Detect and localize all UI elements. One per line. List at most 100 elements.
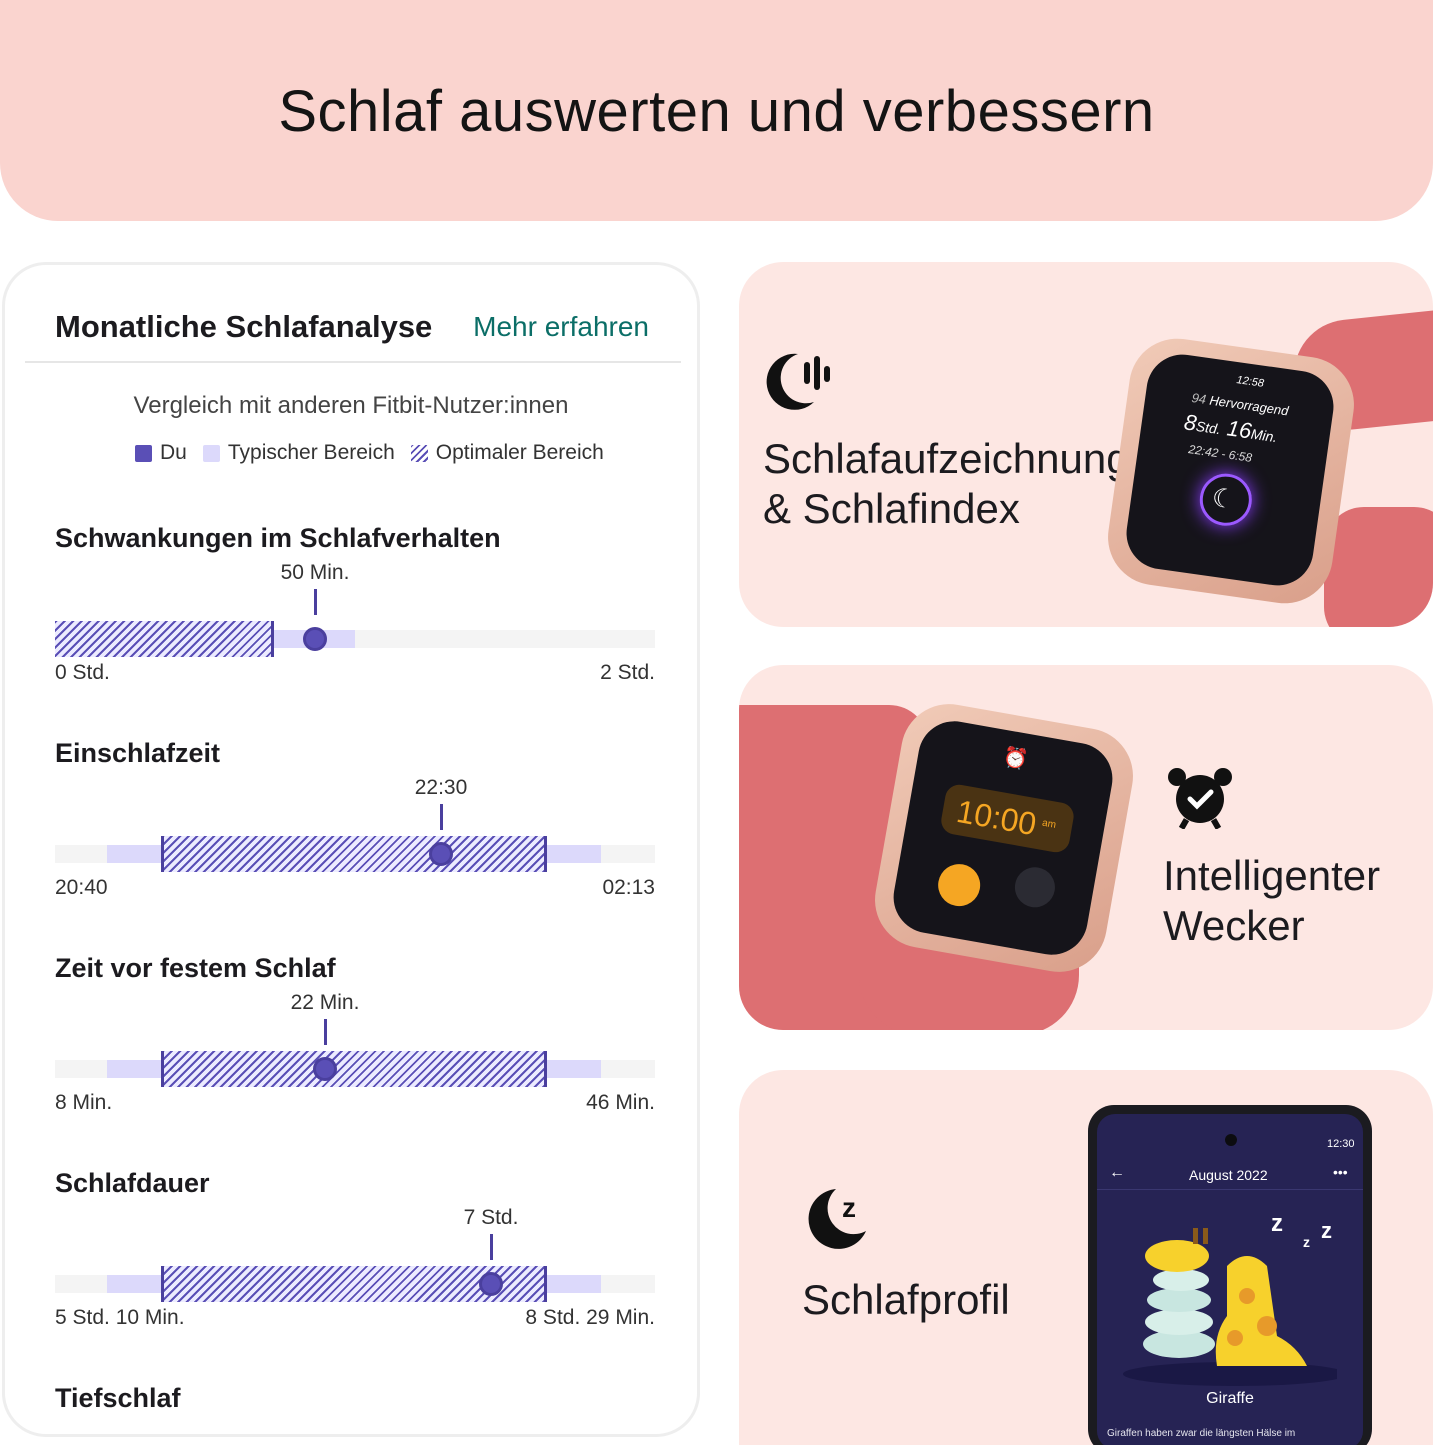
watch-time: 12:58 (1235, 374, 1265, 390)
your-value-marker (313, 1057, 337, 1081)
optimal-range (162, 1051, 546, 1087)
svg-text:z: z (842, 1192, 856, 1223)
legend-optimal-swatch (410, 444, 428, 462)
feature-label-line2: Wecker (1163, 902, 1305, 949)
sleep-hours-unit: Std. (1194, 417, 1222, 438)
header-banner: Schlaf auswerten und verbessern (0, 0, 1433, 221)
marker-stem (439, 804, 443, 830)
sleep-z-small-icon: z (1303, 1234, 1310, 1250)
back-arrow-icon[interactable]: ← (1109, 1164, 1125, 1181)
smartwatch-sleep: 12:58 94 Hervorragend 8Std. 16Min. 22:42… (1101, 308, 1433, 627)
page-title: Schlaf auswerten und verbessern (278, 79, 1155, 144)
dismiss-button (1011, 864, 1059, 911)
moon-icon: ☾ (1210, 481, 1238, 515)
metric-value: 50 Min. (280, 561, 350, 584)
smartwatch-alarm: ⏰ 10:00 am (739, 665, 1141, 1030)
optimal-edge-left (161, 836, 164, 872)
watch-strap-bottom (1324, 507, 1433, 627)
feature-sleep-tracking: Schlafaufzeichnung & Schlafindex 12:58 9… (739, 262, 1433, 627)
alarm-icon-small: ⏰ (1001, 745, 1030, 772)
profile-animal: Giraffe (1206, 1390, 1254, 1407)
more-icon[interactable]: ••• (1333, 1164, 1348, 1180)
metric-title: Tiefschlaf (55, 1383, 181, 1413)
metric-value: 22 Min. (290, 991, 360, 1014)
legend-optimal-label: Optimaler Bereich (435, 441, 604, 464)
legend-typical-swatch (202, 444, 220, 462)
optimal-edge-left (161, 1051, 164, 1087)
optimal-edge-right (544, 836, 547, 872)
sleep-analysis-card: Monatliche Schlafanalyse Mehr erfahren V… (2, 262, 700, 1437)
feature-label-line1: Schlafaufzeichnung (763, 435, 1130, 482)
metric-deep-sleep: Tiefschlaf (55, 1383, 655, 1433)
range-max-label: 2 Std. (600, 661, 655, 684)
month-title: August 2022 (1189, 1167, 1268, 1183)
camera-dot (1225, 1134, 1237, 1146)
watch-screen: 12:58 94 Hervorragend 8Std. 16Min. 22:42… (1121, 349, 1339, 591)
metric-title: Schlafdauer (55, 1168, 210, 1198)
learn-more-link[interactable]: Mehr erfahren (473, 311, 649, 342)
range-max-label: 02:13 (602, 876, 655, 899)
feature-smart-alarm: ⏰ 10:00 am Intelligenter Wecker (739, 665, 1433, 1030)
watch-screen: ⏰ 10:00 am (887, 715, 1119, 961)
status-time: 12:30 (1327, 1138, 1355, 1150)
metric-value: 22:30 (414, 776, 468, 799)
snooze-button (934, 860, 984, 910)
metric-value: 7 Std. (463, 1206, 519, 1229)
legend-typical-label: Typischer Bereich (227, 441, 395, 464)
sleep-range: 22:42 - 6:58 (1187, 442, 1253, 465)
metric-title: Einschlafzeit (55, 738, 221, 768)
legend-you-swatch (135, 444, 152, 462)
feature-label-line2: & Schlafindex (763, 485, 1020, 532)
feature-label: Schlafaufzeichnung & Schlafindex (763, 434, 1130, 534)
optimal-range (55, 621, 273, 657)
marker-stem (313, 589, 317, 615)
legend: Du Typischer Bereich Optimaler Bereich (135, 439, 620, 467)
card-header: Monatliche Schlafanalyse Mehr erfahren (55, 309, 649, 349)
marker-stem (323, 1019, 327, 1045)
legend-typical: Typischer Bereich (202, 441, 395, 465)
range-min-label: 0 Std. (55, 661, 110, 684)
metric-time-before-sound-sleep: Zeit vor festem Schlaf 22 Min. 8 Min. 46… (55, 953, 655, 1133)
sleep-tracking-icon (766, 353, 830, 410)
your-value-marker (479, 1272, 503, 1296)
sleep-z-icon: z (1271, 1210, 1283, 1237)
sleep-profile-icon: z (808, 1189, 866, 1249)
optimal-range (162, 836, 546, 872)
sleep-z-icon-2: z (1321, 1218, 1332, 1243)
comparison-subtitle: Vergleich mit anderen Fitbit-Nutzer:inne… (133, 392, 569, 419)
metric-sleep-duration: Schlafdauer 7 Std. 5 Std. 10 Min. 8 Std.… (55, 1168, 655, 1348)
sleep-score-num: 94 (1190, 390, 1208, 407)
phone-app: 12:30 ← August 2022 ••• z z z Giraffe Gi… (1088, 1105, 1372, 1445)
sleep-mins: 16 (1225, 415, 1254, 444)
range-max-label: 8 Std. 29 Min. (525, 1306, 655, 1329)
range-min-label: 5 Std. 10 Min. (55, 1306, 185, 1329)
profile-description: Giraffen haben zwar die längsten Hälse i… (1107, 1428, 1296, 1439)
your-value-marker (303, 627, 327, 651)
sleep-mins-unit: Min. (1249, 425, 1279, 446)
metric-title: Zeit vor festem Schlaf (55, 953, 336, 983)
legend-optimal: Optimaler Bereich (410, 441, 604, 465)
optimal-edge-right (544, 1266, 547, 1302)
giraffe-illustration (1123, 1228, 1337, 1386)
feature-label-line1: Intelligenter (1163, 852, 1381, 899)
card-title: Monatliche Schlafanalyse (55, 309, 433, 344)
your-value-marker (429, 842, 453, 866)
range-min-label: 20:40 (55, 876, 108, 899)
legend-you-label: Du (160, 441, 187, 464)
app-bar-divider (1097, 1189, 1363, 1190)
optimal-edge (271, 621, 274, 657)
feature-label: Intelligenter Wecker (1163, 851, 1380, 951)
phone-screen: 12:30 ← August 2022 ••• z z z Giraffe Gi… (1097, 1114, 1363, 1445)
optimal-edge-right (544, 1051, 547, 1087)
alarm-clock-icon (1168, 768, 1232, 829)
divider (25, 361, 681, 363)
marker-stem (489, 1234, 493, 1260)
range-max-label: 46 Min. (586, 1091, 655, 1114)
range-min-label: 8 Min. (55, 1091, 113, 1114)
metric-title: Schwankungen im Schlafverhalten (55, 523, 501, 553)
feature-label: Schlafprofil (802, 1276, 1010, 1323)
metric-variability: Schwankungen im Schlafverhalten 50 Min. … (55, 523, 655, 703)
optimal-edge-left (161, 1266, 164, 1302)
legend-you: Du (135, 441, 187, 465)
metric-sleep-onset: Einschlafzeit 22:30 20:40 02:13 (55, 738, 655, 918)
